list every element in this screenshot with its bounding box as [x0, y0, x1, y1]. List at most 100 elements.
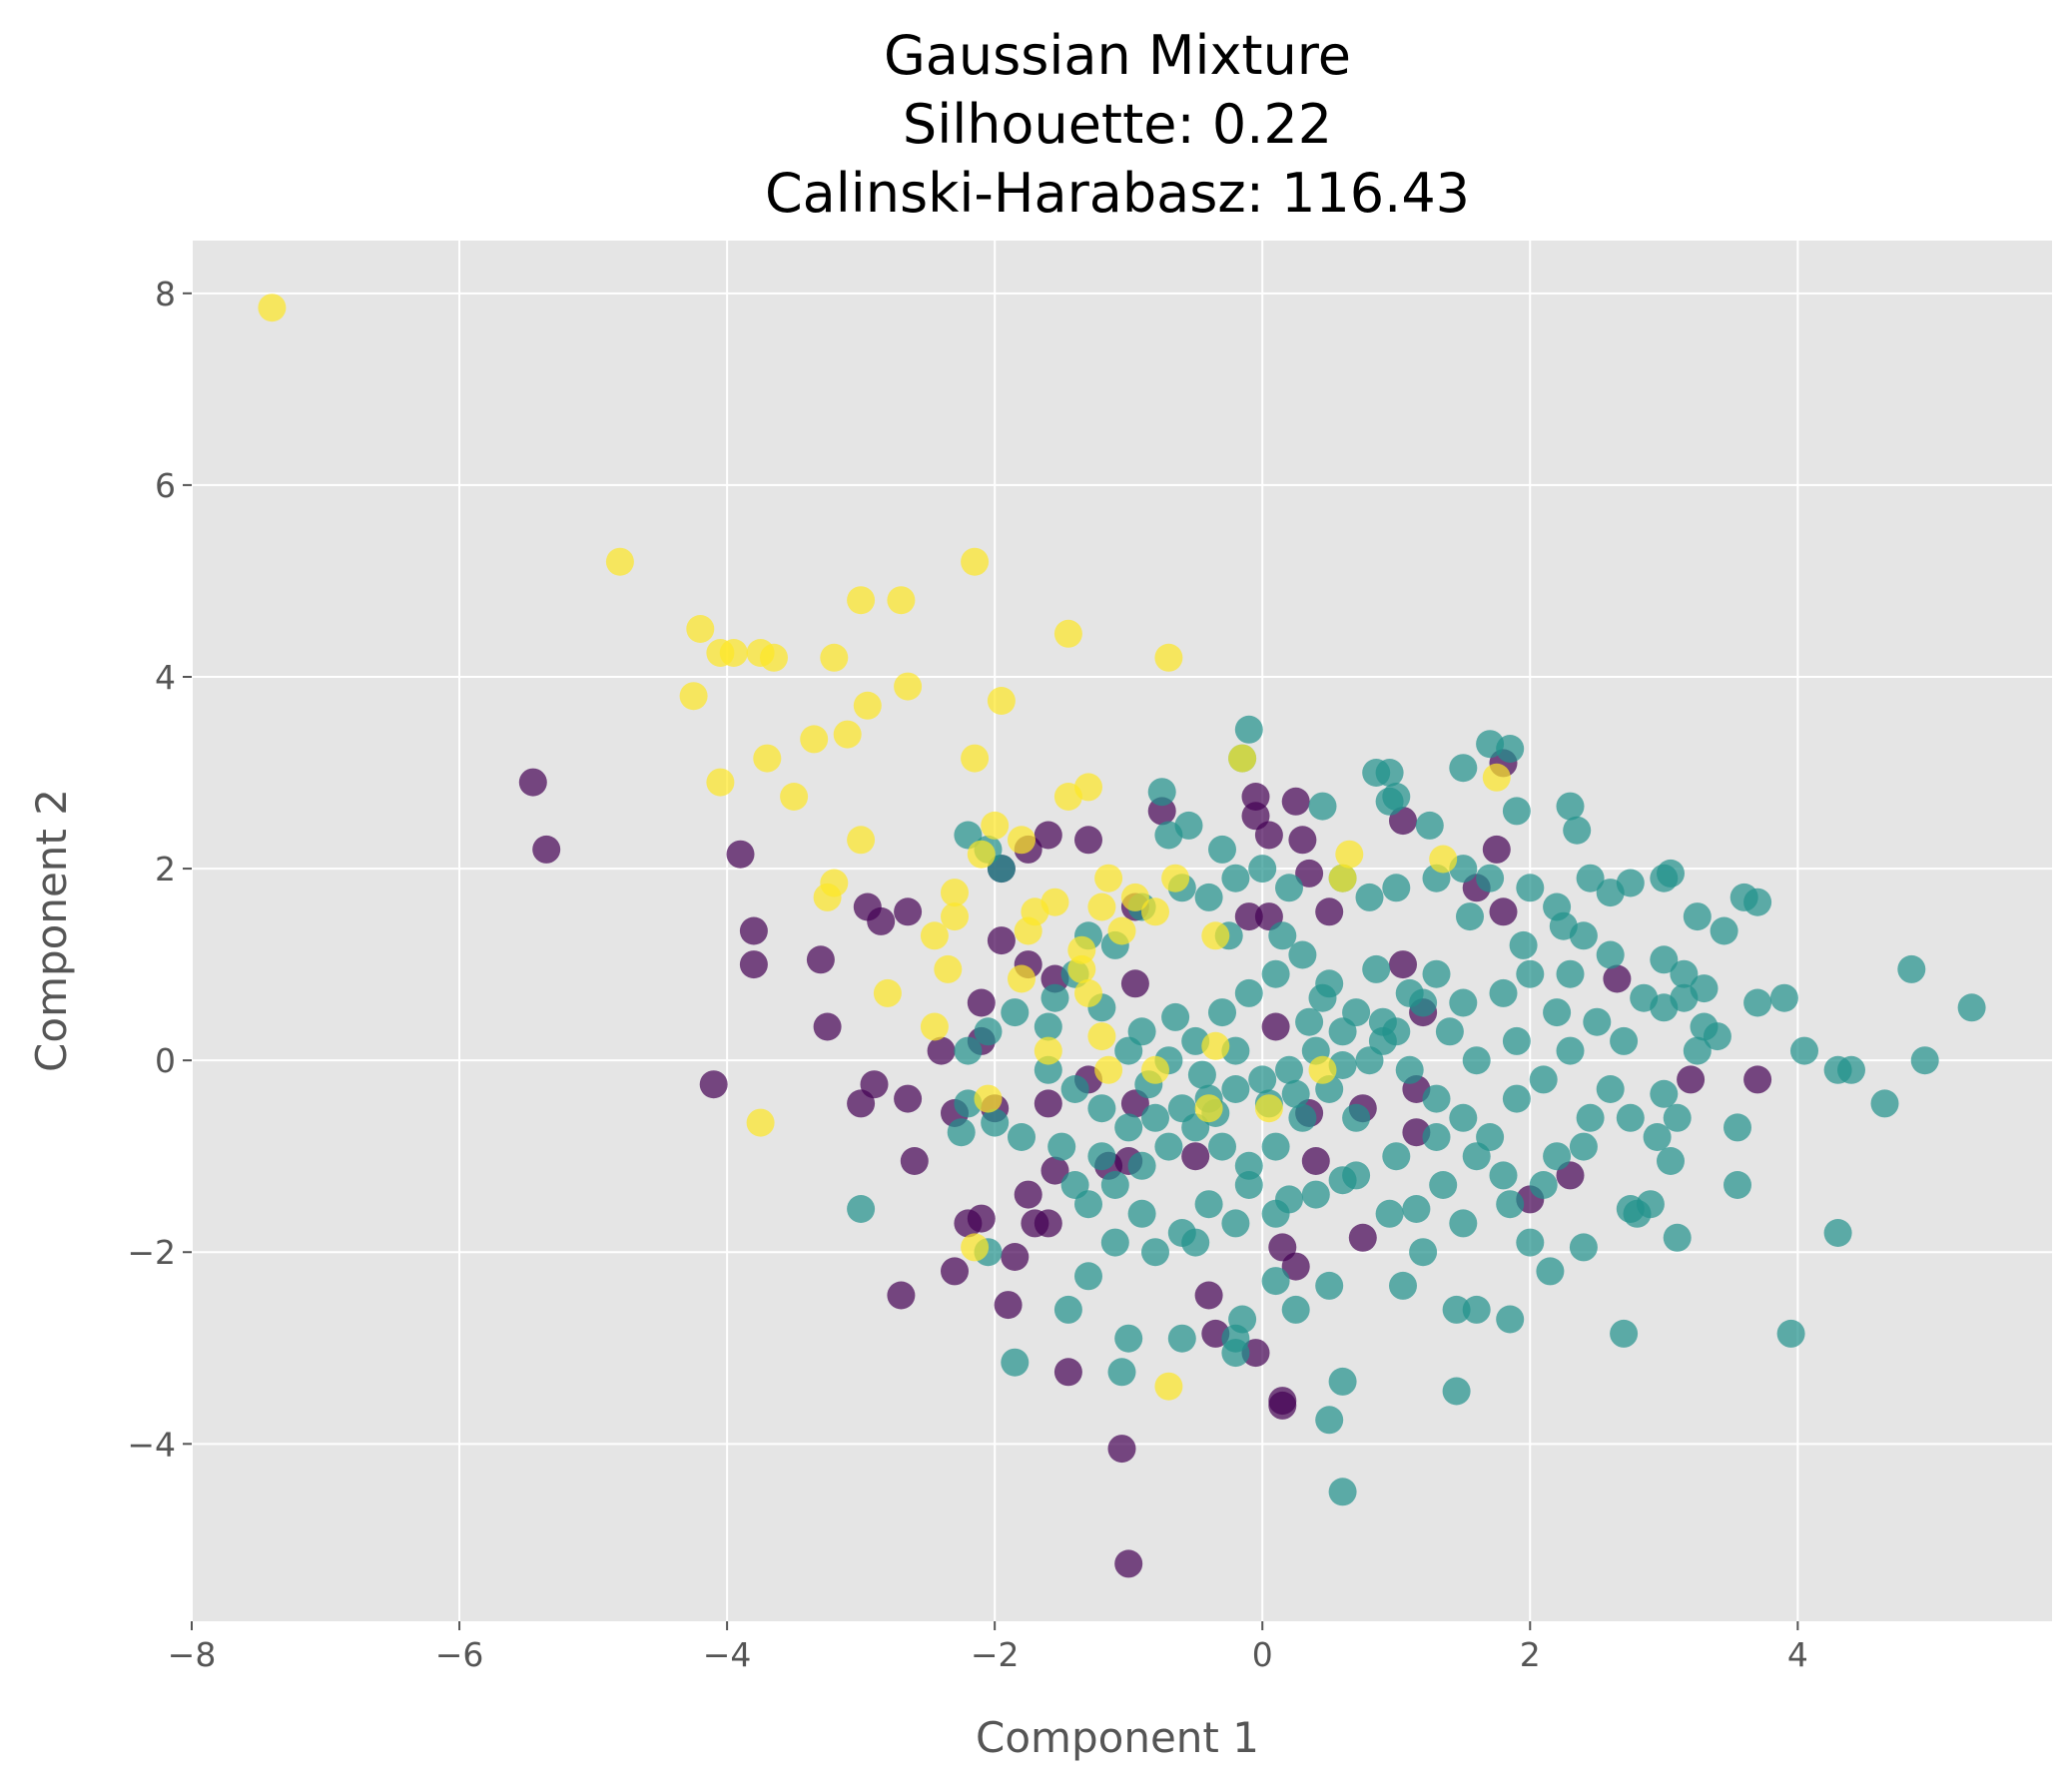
scatter-point: [1556, 792, 1585, 821]
scatter-point: [1141, 1103, 1169, 1132]
scatter-point: [1402, 1195, 1431, 1223]
scatter-point: [967, 840, 996, 869]
scatter-point: [1074, 826, 1102, 855]
scatter-point: [1442, 1295, 1471, 1324]
scatter-point: [1489, 978, 1518, 1007]
scatter-point: [1154, 643, 1183, 672]
scatter-point: [1362, 954, 1391, 983]
scatter-point: [961, 744, 990, 773]
scatter-point: [1161, 1002, 1190, 1031]
scatter-point: [1790, 1036, 1818, 1065]
scatter-point: [1201, 921, 1230, 950]
scatter-point: [1208, 998, 1236, 1027]
scatter-point: [1462, 1142, 1491, 1171]
scatter-point: [927, 1036, 956, 1065]
x-tick-label: 2: [1520, 1635, 1541, 1674]
scatter-point: [1234, 1171, 1263, 1199]
scatter-point: [1389, 1271, 1417, 1300]
scatter-point: [1496, 1305, 1525, 1334]
scatter-point: [1957, 993, 1986, 1022]
scatter-point: [1489, 897, 1518, 926]
scatter-point: [1275, 1055, 1303, 1084]
scatter-point: [1389, 950, 1417, 979]
scatter-point: [873, 978, 902, 1007]
scatter-point: [1001, 1243, 1030, 1271]
scatter-point: [1683, 1036, 1712, 1065]
scatter-point: [1141, 1055, 1169, 1084]
scatter-point: [1261, 1267, 1290, 1296]
scatter-point: [1576, 864, 1605, 892]
scatter-point: [1409, 1238, 1438, 1267]
scatter-point: [1563, 816, 1592, 845]
scatter-point: [1776, 1319, 1805, 1348]
scatter-point: [1616, 1195, 1645, 1223]
scatter-point: [1429, 1171, 1458, 1199]
scatter-point: [1616, 869, 1645, 897]
scatter-point: [1040, 983, 1069, 1012]
scatter-point: [1476, 864, 1505, 892]
x-tick-label: 4: [1787, 1635, 1808, 1674]
scatter-point: [947, 1118, 976, 1147]
scatter-point: [1261, 959, 1290, 988]
scatter-point: [1167, 1324, 1196, 1353]
scatter-point: [1569, 1132, 1598, 1161]
scatter-point: [1248, 1065, 1277, 1094]
scatter-point: [894, 1084, 923, 1113]
scatter-point: [1342, 1103, 1371, 1132]
scatter-point: [1315, 1406, 1344, 1435]
scatter-point: [1496, 1190, 1525, 1219]
scatter-point: [1422, 1084, 1451, 1113]
scatter-point: [1355, 1046, 1384, 1075]
scatter-point: [1281, 1079, 1310, 1108]
scatter-point: [739, 916, 768, 945]
scatter-point: [1234, 902, 1263, 931]
scatter-point: [1489, 1161, 1518, 1190]
scatter-point: [1001, 1348, 1030, 1377]
scatter-point: [699, 1070, 728, 1099]
scatter-point: [941, 879, 969, 907]
scatter-point: [1496, 735, 1525, 763]
scatter-point: [532, 835, 561, 864]
scatter-point: [1301, 1180, 1330, 1209]
scatter-point: [1422, 1123, 1451, 1151]
scatter-point: [1254, 1094, 1283, 1123]
x-axis-label: Component 1: [976, 1713, 1259, 1762]
scatter-point: [518, 768, 547, 797]
scatter-point: [847, 1089, 876, 1118]
scatter-point: [1228, 744, 1257, 773]
scatter-point: [1100, 1228, 1129, 1257]
scatter-point: [1502, 1084, 1531, 1113]
scatter-point: [887, 1281, 916, 1310]
scatter-point: [1288, 940, 1317, 969]
scatter-point: [1529, 1065, 1558, 1094]
scatter-point: [1703, 1022, 1731, 1051]
scatter-point: [1008, 1123, 1036, 1151]
scatter-point: [1053, 1358, 1082, 1387]
scatter-point: [1462, 1046, 1491, 1075]
scatter-point: [941, 1257, 969, 1286]
scatter-point: [1034, 821, 1062, 850]
scatter-point: [1596, 1075, 1625, 1103]
scatter-point: [1194, 1094, 1223, 1123]
scatter-point: [1456, 902, 1484, 931]
scatter-point: [1087, 892, 1116, 921]
scatter-point: [987, 687, 1016, 715]
scatter-point: [1221, 1209, 1250, 1238]
x-tick-label: −4: [703, 1635, 752, 1674]
scatter-point: [961, 547, 990, 576]
scatter-point: [1114, 1036, 1143, 1065]
scatter-point: [1710, 916, 1738, 945]
scatter-point: [934, 954, 963, 983]
scatter-point: [1053, 619, 1082, 648]
chart-title: Gaussian Mixture Silhouette: 0.22 Calins…: [765, 24, 1470, 225]
scatter-point: [1769, 983, 1798, 1012]
scatter-point: [974, 1017, 1003, 1046]
scatter-point: [1724, 1113, 1751, 1142]
scatter-point: [746, 1108, 775, 1137]
scatter-point: [739, 950, 768, 979]
scatter-point: [1034, 1012, 1062, 1041]
scatter-point: [1543, 998, 1572, 1027]
scatter-point: [1094, 1055, 1123, 1084]
scatter-point: [1234, 715, 1263, 744]
